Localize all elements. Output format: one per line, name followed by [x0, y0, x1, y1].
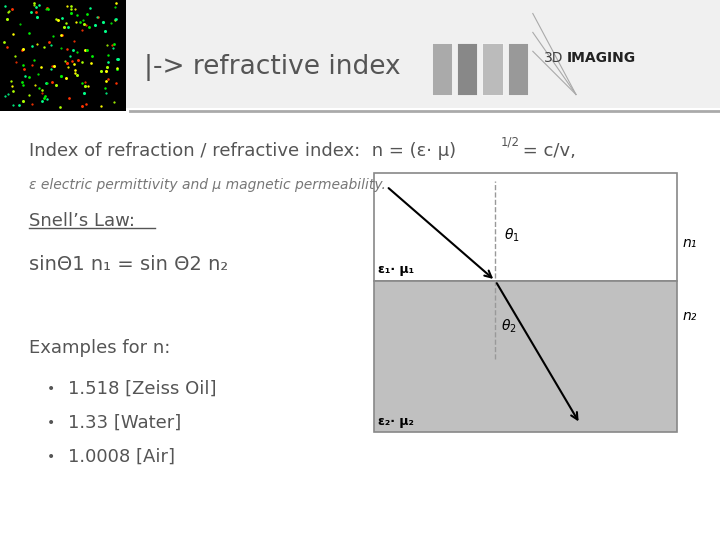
- Bar: [0, 0, 720, 108]
- Text: |-> refractive index: |-> refractive index: [144, 54, 400, 81]
- Text: Snell’s Law:: Snell’s Law:: [29, 212, 135, 231]
- Bar: [374, 281, 677, 432]
- Text: Index of refraction / refractive index:  n = (ε· μ): Index of refraction / refractive index: …: [29, 142, 456, 160]
- Text: 3D: 3D: [544, 51, 563, 65]
- Text: 1.0008 [Air]: 1.0008 [Air]: [68, 448, 176, 466]
- Text: 1/2: 1/2: [501, 136, 520, 148]
- Text: = c/v,: = c/v,: [517, 142, 576, 160]
- Text: IMAGING: IMAGING: [567, 51, 636, 65]
- Text: $\theta_2$: $\theta_2$: [501, 318, 517, 335]
- Text: ε₂· μ₂: ε₂· μ₂: [378, 415, 414, 428]
- Text: 1.518 [Zeiss Oil]: 1.518 [Zeiss Oil]: [68, 380, 217, 398]
- Text: •: •: [47, 416, 55, 430]
- Bar: [482, 43, 503, 94]
- Bar: [0, 0, 126, 111]
- Text: ε₁· μ₁: ε₁· μ₁: [378, 264, 414, 276]
- Bar: [432, 43, 452, 94]
- Text: sinΘ1 n₁ = sin Θ2 n₂: sinΘ1 n₁ = sin Θ2 n₂: [29, 255, 228, 274]
- Text: •: •: [47, 450, 55, 464]
- Text: •: •: [47, 382, 55, 396]
- Text: 1.33 [Water]: 1.33 [Water]: [68, 414, 181, 432]
- Text: $\theta_1$: $\theta_1$: [504, 226, 520, 244]
- Text: n₂: n₂: [683, 309, 697, 323]
- Bar: [508, 43, 528, 94]
- Bar: [457, 43, 477, 94]
- Text: ε electric permittivity and μ magnetic permeability.: ε electric permittivity and μ magnetic p…: [29, 178, 386, 192]
- Text: n₁: n₁: [683, 236, 697, 250]
- Text: Examples for n:: Examples for n:: [29, 339, 170, 357]
- Bar: [374, 173, 677, 281]
